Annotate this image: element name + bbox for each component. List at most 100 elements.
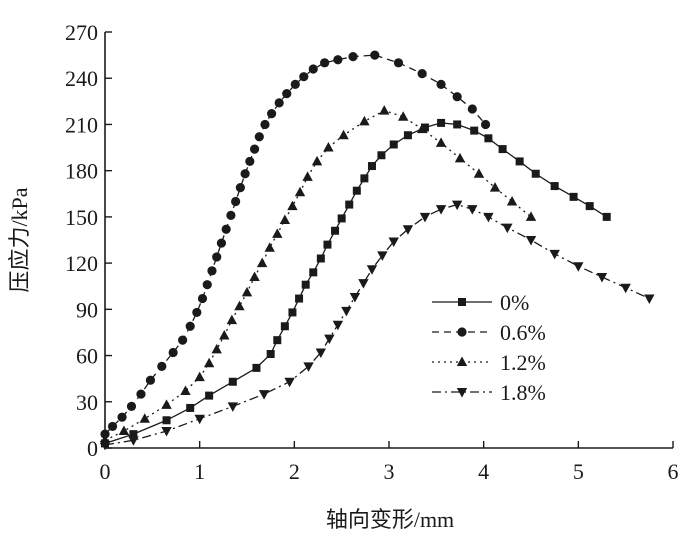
data-point [264,242,275,252]
data-point [393,58,404,68]
data-point [186,403,195,412]
data-point [416,123,428,134]
data-point [341,306,352,317]
data-point [240,169,250,179]
data-point [231,196,241,207]
legend-marker [456,388,468,398]
data-point [302,171,313,181]
data-point [162,416,171,425]
data-point [417,69,427,79]
data-point [467,104,477,114]
data-point [452,92,462,102]
data-point [260,119,270,130]
data-point [301,280,310,289]
data-point [157,361,167,371]
data-point [367,162,376,171]
data-point [515,157,524,166]
x-axis-label: 轴向变形/mm [326,507,454,532]
data-point [107,421,118,432]
data-point [525,236,537,246]
data-point [211,343,222,354]
data-point [377,251,388,261]
data-point [282,89,292,99]
data-point [489,182,501,192]
y-tick-label: 120 [65,251,98,276]
data-point [280,322,289,331]
data-point [256,257,268,268]
data-point [467,205,478,215]
legend-label: 0.6% [500,320,546,345]
data-point [379,105,390,115]
data-point [359,115,370,126]
legend-label: 0% [500,290,529,315]
series-layer [99,50,655,451]
data-point [290,79,300,89]
data-point [241,286,253,297]
data-point [506,195,518,206]
data-point [366,265,378,275]
data-point [226,210,236,220]
data-point [178,335,188,345]
data-point [252,363,261,372]
y-tick-label: 90 [76,297,98,322]
data-point [388,237,399,248]
data-point [454,152,466,163]
data-point [180,385,191,395]
data-point [299,72,309,82]
data-point [117,412,127,422]
y-tick-label: 150 [65,205,98,230]
data-point [402,225,414,235]
data-point [332,320,344,331]
data-point [273,336,282,345]
data-point [129,430,138,439]
data-point [118,425,130,436]
data-point [274,98,284,108]
data-point [311,155,323,166]
series-2 [99,105,537,445]
data-point [139,413,150,423]
data-point [498,145,507,154]
data-point [212,252,222,262]
data-point [272,228,283,238]
data-point [194,414,205,425]
data-point [266,350,275,359]
data-point [192,307,202,318]
legend-marker [456,356,468,366]
data-point [323,240,332,249]
data-point [435,137,447,147]
y-tick-label: 270 [65,20,98,45]
data-point [453,120,462,129]
data-point [227,402,238,412]
x-tick-label: 0 [100,459,111,484]
data-point [279,214,291,224]
data-point [573,262,584,272]
data-point [337,214,346,223]
data-point [202,280,212,290]
data-point [194,371,205,382]
legend-label: 1.8% [500,380,546,405]
data-point [267,109,277,119]
data-point [284,377,295,388]
x-tick-label: 5 [573,459,584,484]
data-point [549,249,560,260]
data-point [596,272,608,283]
data-point [288,308,297,317]
data-point [219,330,230,340]
data-point [352,186,361,195]
data-point [245,156,255,167]
data-point [420,123,429,132]
y-tick-label: 60 [76,344,98,369]
data-point [168,347,178,358]
data-point [483,212,494,223]
data-point [145,375,156,385]
data-point [620,283,631,294]
data-point [550,182,559,191]
data-point [228,377,237,386]
data-point [287,200,298,211]
y-tick-label: 210 [65,112,98,137]
series-1 [100,50,491,439]
data-point [235,183,245,193]
data-point [126,401,137,411]
data-point [525,211,537,221]
